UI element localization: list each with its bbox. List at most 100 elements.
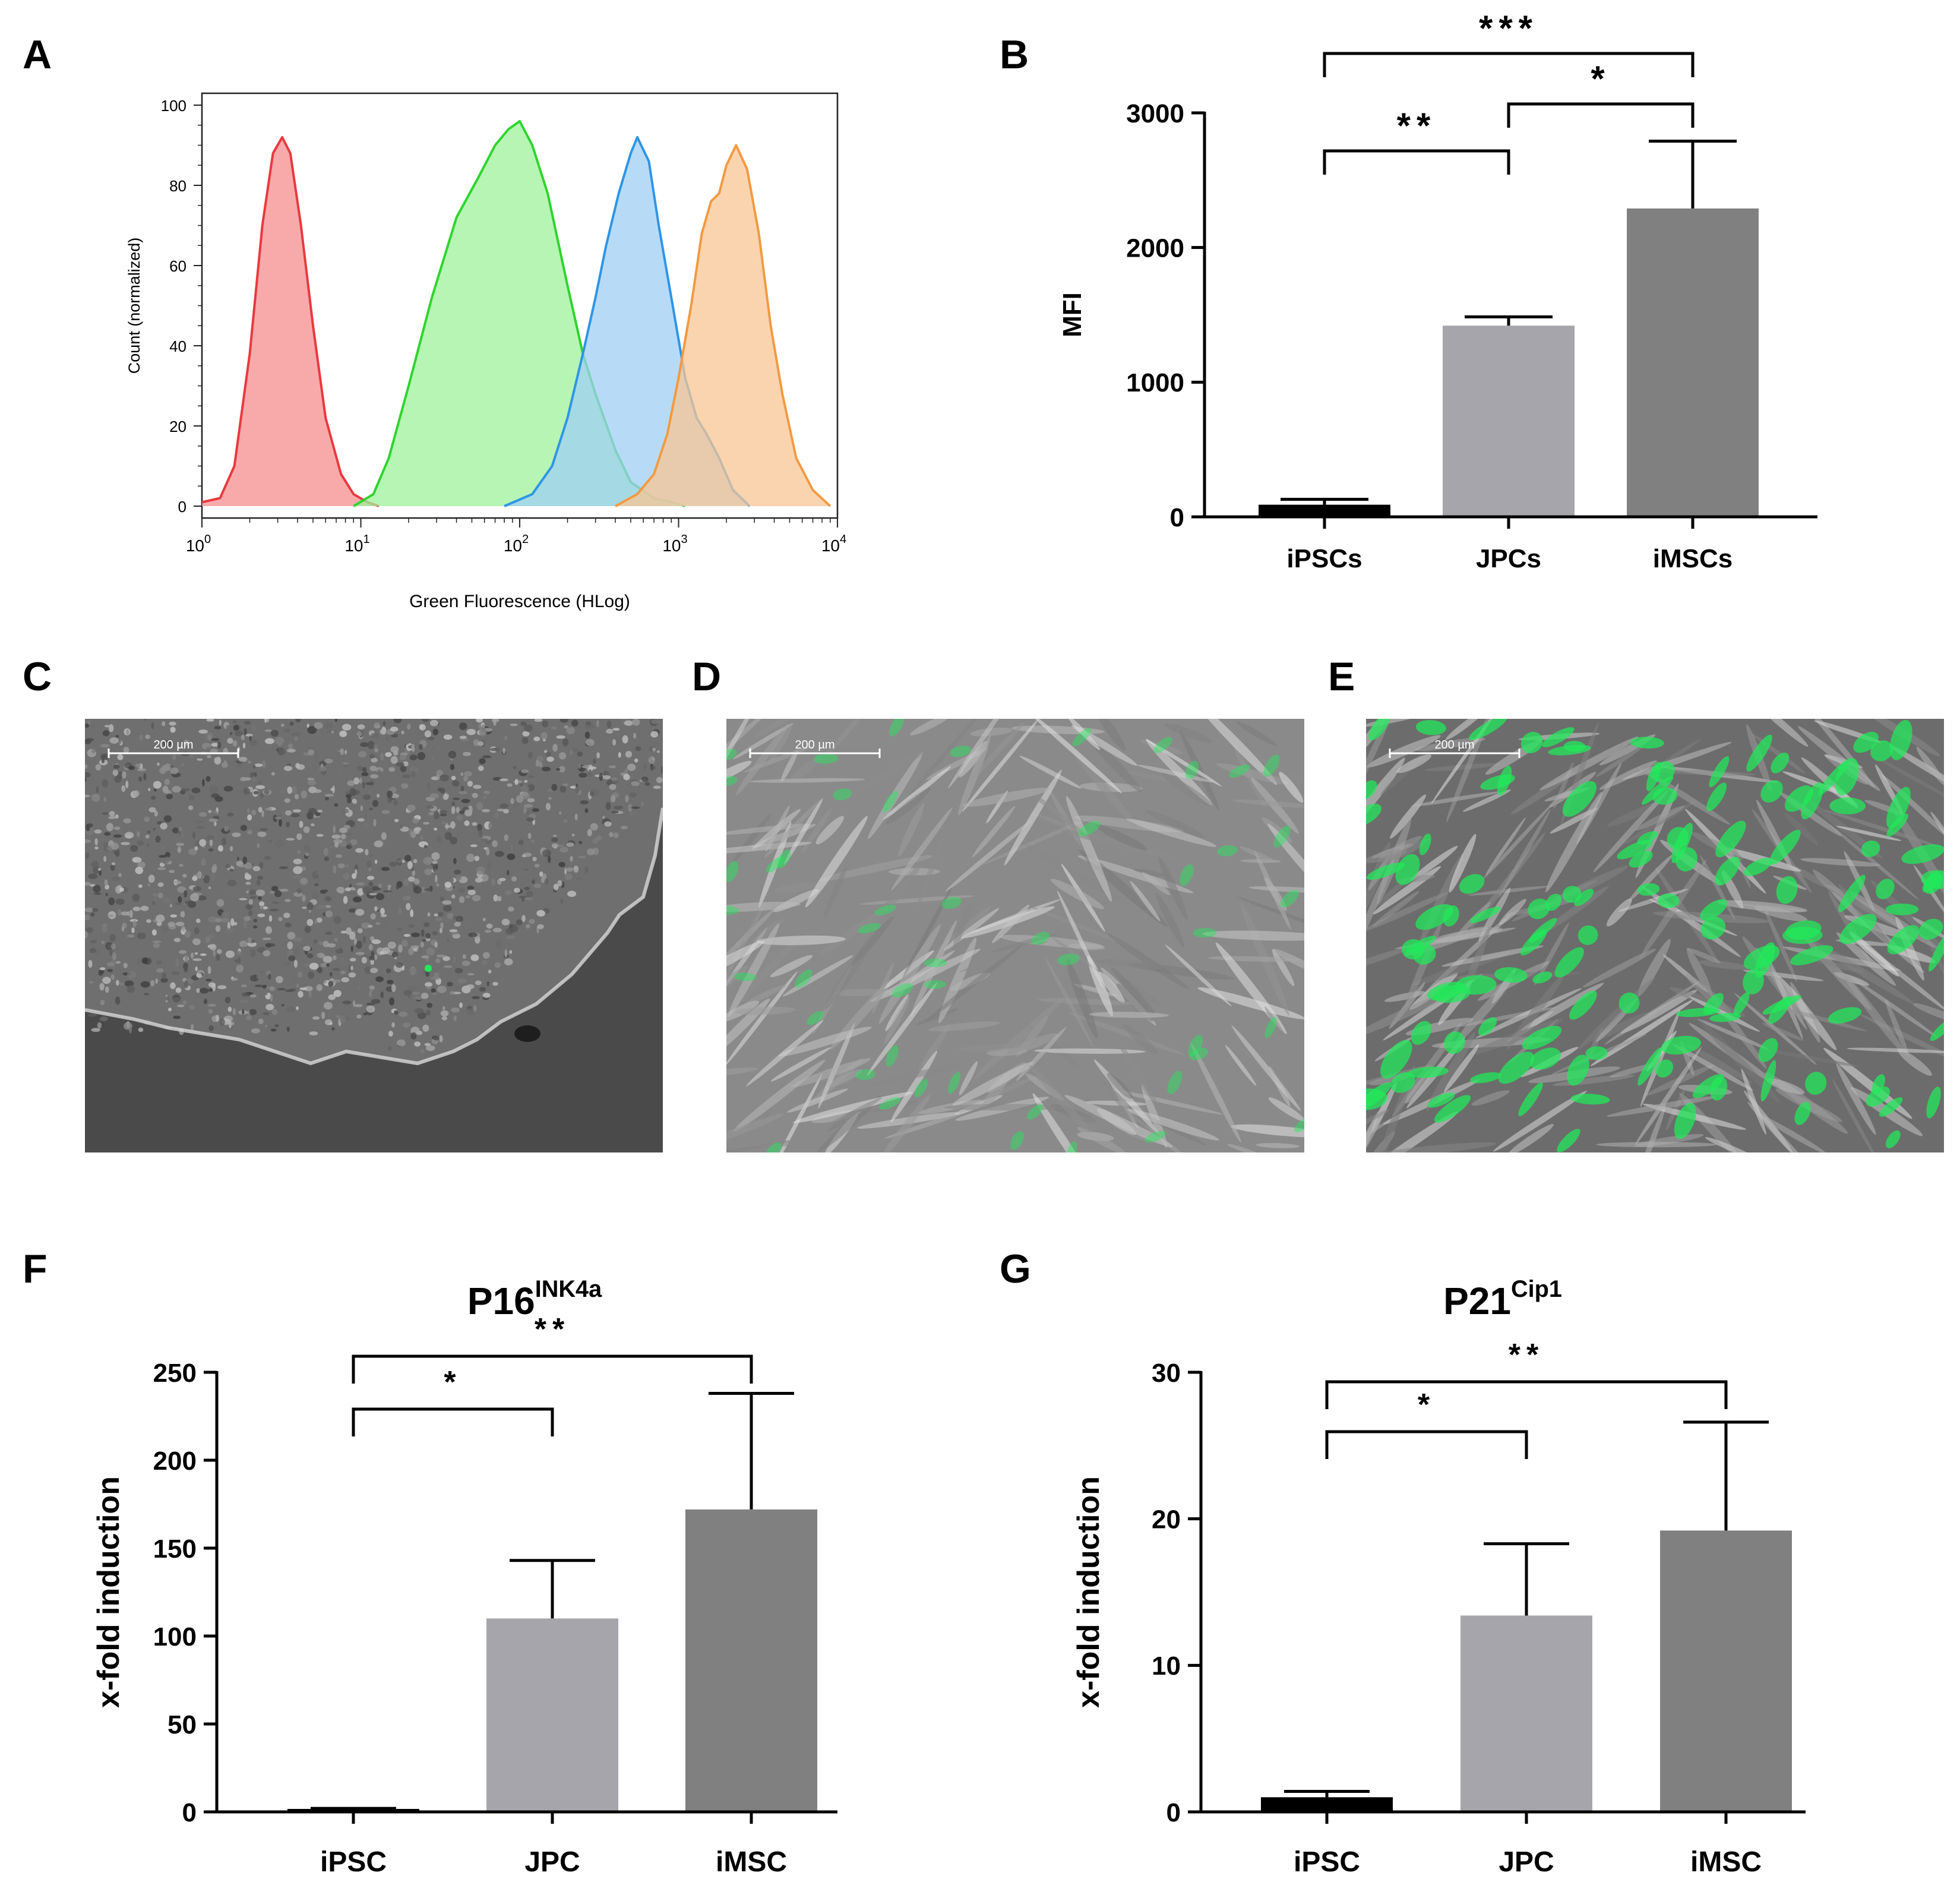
colony-cell [571, 833, 575, 836]
colony-cell [394, 1010, 399, 1015]
fluorescent-cell [1264, 1016, 1278, 1038]
colony-cell [344, 750, 347, 755]
colony-cell [409, 967, 418, 975]
colony-cell [225, 928, 235, 933]
colony-cell [147, 830, 151, 834]
fluorescent-cell [1776, 876, 1798, 904]
colony-cell [452, 780, 460, 787]
colony-cell [257, 876, 264, 880]
colony-cell [85, 914, 90, 921]
colony-cell [342, 1000, 352, 1005]
colony-cell [88, 1013, 97, 1017]
colony-cell [173, 937, 181, 942]
fluorescent-cell [1652, 787, 1678, 805]
colony-cell [106, 823, 113, 832]
colony-cell [211, 873, 215, 882]
fluorescent-cell [1217, 845, 1238, 857]
colony-cell [374, 860, 378, 864]
colony-cell [128, 766, 135, 770]
colony-cell [225, 950, 235, 958]
colony-cell [296, 764, 305, 770]
fluorescent-cell [1078, 820, 1101, 836]
cell-shape [1145, 739, 1222, 787]
cell-shape [1506, 972, 1566, 1050]
colony-cell [613, 832, 619, 839]
colony-cell [98, 971, 103, 976]
colony-cell [304, 963, 311, 967]
colony-cell [461, 798, 470, 803]
colony-cell [502, 747, 506, 754]
cell-shape [1606, 898, 1632, 927]
colony-cell [319, 766, 327, 772]
colony-cell [426, 805, 434, 809]
colony-cell [170, 982, 176, 989]
colony-cell [121, 785, 126, 792]
colony-cell [148, 807, 156, 813]
colony-cell [197, 895, 207, 901]
colony-cell [566, 727, 575, 734]
colony-cell [245, 734, 253, 737]
colony-cell [259, 901, 265, 907]
colony-cell [385, 735, 392, 742]
colony-cell [596, 752, 600, 759]
colony-cell [214, 756, 222, 765]
colony-cell [465, 895, 471, 899]
x-tick-label: 103 [662, 533, 687, 555]
colony-cell [302, 906, 307, 910]
colony-cell [113, 764, 120, 769]
colony-cell [132, 857, 142, 863]
colony-cell [490, 953, 495, 956]
colony-cell [287, 743, 293, 749]
colony-cell [563, 819, 568, 823]
cell-shape [885, 994, 909, 1031]
colony-cell [433, 811, 440, 820]
colony-cell [192, 886, 202, 892]
colony-cell [450, 836, 458, 845]
cell-shape [1441, 945, 1544, 967]
colony-cell [308, 749, 315, 756]
colony-cell [244, 916, 251, 921]
colony-cell [244, 728, 247, 735]
cell-shape [745, 984, 787, 1005]
fluorescent-cell [1574, 889, 1594, 907]
colony-cell [240, 825, 248, 831]
colony-cell [111, 862, 116, 866]
fluorescent-cell [1532, 971, 1553, 984]
colony-cell [628, 804, 633, 812]
colony-cell [172, 754, 176, 760]
colony-cell [184, 965, 188, 972]
colony-cell [442, 821, 445, 825]
colony-cell [429, 719, 438, 727]
colony-cell [249, 948, 254, 952]
colony-cell [124, 832, 134, 839]
fluorescent-cell [734, 972, 757, 981]
colony-cell [396, 884, 399, 890]
colony-cell [387, 941, 396, 949]
colony-cell [258, 781, 263, 785]
colony-cell [459, 1002, 463, 1008]
colony-cell [308, 990, 312, 997]
cell-shape [1797, 726, 1880, 791]
colony-cell [315, 871, 325, 875]
cell-shape [898, 803, 925, 857]
colony-cell [94, 846, 99, 850]
colony-cell [340, 971, 346, 974]
colony-cell [451, 806, 456, 814]
colony-cell [456, 807, 460, 813]
colony-cell [553, 883, 559, 890]
colony-cell [236, 964, 244, 973]
colony-cell [472, 996, 480, 999]
colony-cell [423, 845, 428, 848]
colony-cell [303, 826, 310, 833]
fluorescent-cell [1769, 829, 1801, 865]
colony-cell [642, 735, 647, 739]
colony-cell [271, 886, 279, 892]
bar-iMSC [1660, 1530, 1792, 1812]
colony-cell [307, 726, 317, 734]
colony-cell [257, 913, 265, 917]
cell-shape [1415, 737, 1486, 751]
colony-cell [222, 855, 226, 859]
fluorescent-cell [924, 980, 946, 989]
colony-cell [355, 952, 365, 955]
colony-cell [565, 867, 574, 872]
